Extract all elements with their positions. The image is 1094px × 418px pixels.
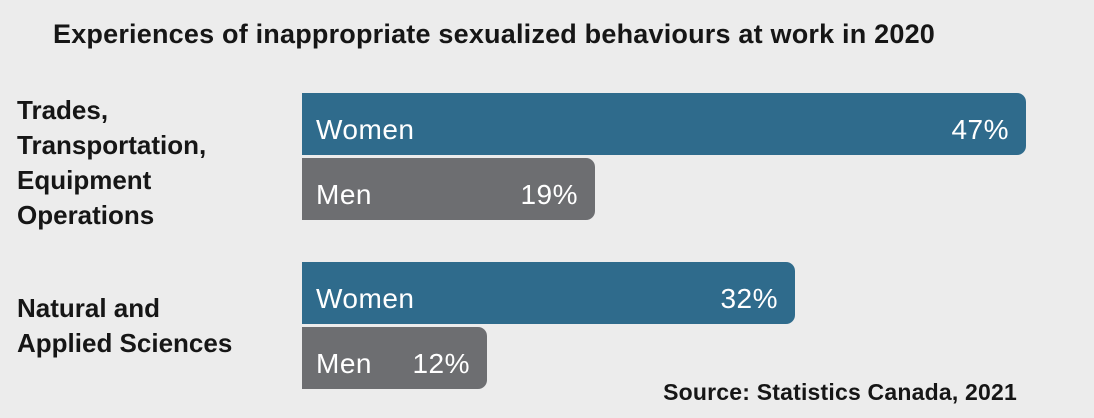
source-note: Source: Statistics Canada, 2021 — [663, 379, 1017, 405]
bar-series-label: Men — [316, 348, 372, 379]
category-label-line: Trades, — [17, 95, 109, 125]
bar-series-label: Men — [316, 179, 372, 210]
category-label-sciences: Natural and Applied Sciences — [0, 262, 302, 389]
category-label-line: Natural and — [17, 292, 161, 323]
chart-title: Experiences of inappropriate sexualized … — [53, 19, 936, 49]
bar-sciences-men: Men 12% — [302, 327, 487, 389]
bars-trades: Women 47% Men 19% — [302, 93, 1026, 233]
bar-value-label: 19% — [520, 179, 578, 210]
bar-trades-men: Men 19% — [302, 158, 595, 220]
category-label-line: Applied Sciences — [17, 327, 233, 358]
category-label-line: Transportation, — [17, 130, 207, 160]
category-group-sciences: Natural and Applied Sciences Women 32% M… — [0, 262, 1094, 389]
category-label-line: Operations — [17, 200, 155, 230]
bar-series-label: Women — [316, 283, 415, 314]
bar-groups: Trades, Transportation, Equipment Operat… — [0, 93, 1094, 389]
bar-value-label: 12% — [412, 348, 470, 379]
bars-sciences: Women 32% Men 12% — [302, 262, 795, 389]
bar-series-label: Women — [316, 114, 415, 145]
category-label-trades: Trades, Transportation, Equipment Operat… — [0, 93, 302, 233]
category-group-trades: Trades, Transportation, Equipment Operat… — [0, 93, 1094, 233]
category-label-line: Equipment — [17, 165, 152, 195]
bar-sciences-women: Women 32% — [302, 262, 795, 324]
bar-value-label: 32% — [720, 283, 778, 314]
bar-trades-women: Women 47% — [302, 93, 1026, 155]
bar-value-label: 47% — [951, 114, 1009, 145]
